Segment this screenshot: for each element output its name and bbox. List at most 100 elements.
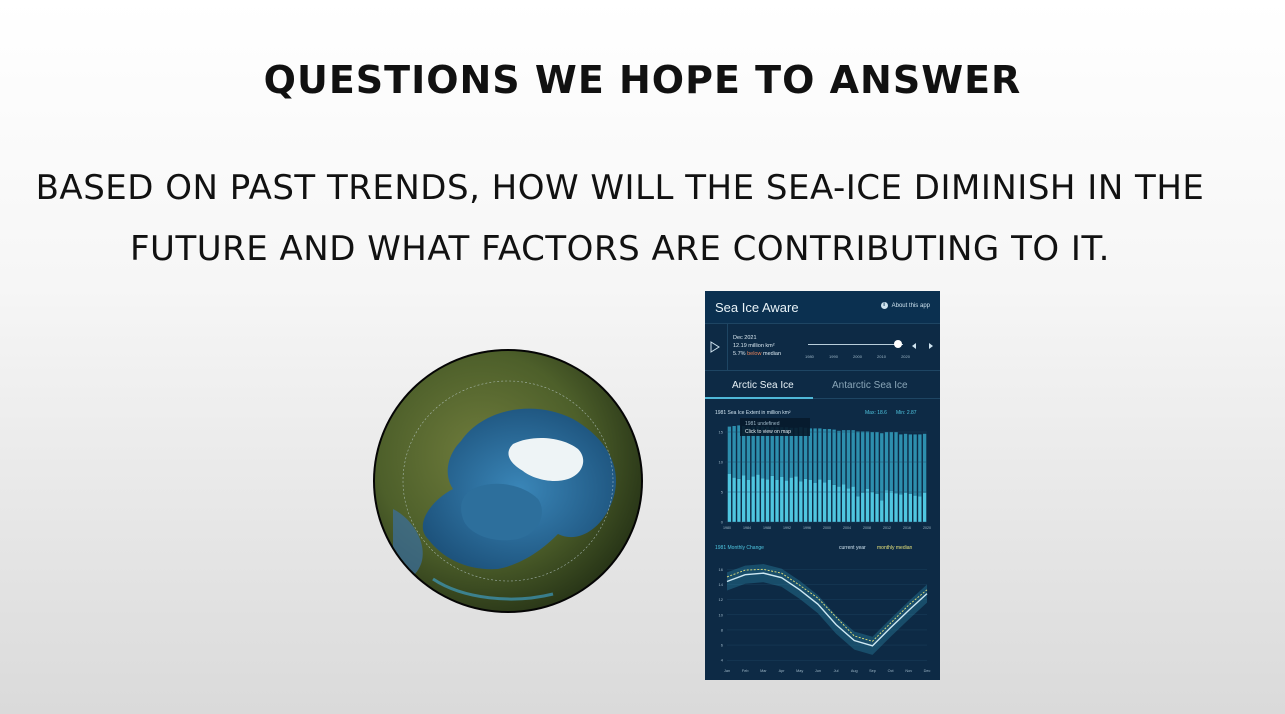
- date-readout: Dec 2021 12.19 million km² 5.7% below me…: [733, 334, 781, 358]
- monthly-y-tick: 6: [721, 643, 724, 648]
- monthly-x-tick: Oct: [888, 669, 895, 673]
- extent-bar-lower: [765, 479, 770, 522]
- extent-bar-lower: [880, 500, 884, 522]
- extent-bar-lower: [799, 481, 803, 522]
- previous-arrow-icon[interactable]: [912, 343, 916, 349]
- extent-bar-lower: [813, 483, 817, 522]
- monthly-x-tick: Nov: [905, 669, 912, 673]
- legend-current-year: current year: [839, 545, 866, 551]
- extent-x-tick: 1988: [763, 526, 771, 530]
- monthly-change-chart: 1981 Monthly Change current year monthly…: [715, 545, 931, 673]
- slide-question: BASED ON PAST TRENDS, HOW WILL THE SEA-I…: [0, 158, 1240, 280]
- extent-bar-upper: [832, 429, 836, 485]
- extent-bar-lower: [803, 478, 808, 522]
- extent-bar-upper: [922, 433, 927, 493]
- extent-bar-upper: [851, 430, 855, 487]
- readout-median: median: [762, 351, 782, 357]
- extent-bar-upper: [918, 434, 922, 497]
- app-header: Sea Ice Aware i About this app: [705, 291, 940, 323]
- year-slider[interactable]: [808, 344, 903, 345]
- extent-x-tick: 1996: [803, 526, 811, 530]
- monthly-median-line: [726, 568, 928, 642]
- extent-bar-lower: [808, 480, 812, 522]
- extent-bar-lower: [732, 477, 736, 522]
- bar-tooltip: [740, 418, 810, 436]
- monthly-y-tick: 16: [719, 567, 724, 572]
- extent-x-tick: 1984: [743, 526, 751, 530]
- tab-divider: [705, 398, 940, 399]
- extent-y-tick: 10: [719, 460, 724, 465]
- extent-bar-lower: [775, 480, 779, 522]
- sea-ice-aware-app: Sea Ice Aware i About this app Dec 2021 …: [705, 291, 940, 680]
- extent-chart-title: 1981 Sea Ice Extent in million km²: [715, 410, 791, 416]
- extent-bar-lower: [918, 496, 922, 522]
- extent-y-tick: 15: [719, 430, 724, 435]
- extent-bar-lower: [870, 492, 874, 522]
- extent-bar-lower: [899, 494, 903, 522]
- tab-arctic[interactable]: Arctic Sea Ice: [732, 380, 794, 391]
- extent-bar-lower: [818, 479, 822, 522]
- about-link[interactable]: i About this app: [880, 302, 930, 309]
- extent-bar-upper: [880, 433, 884, 501]
- tab-antarctic[interactable]: Antarctic Sea Ice: [832, 380, 908, 391]
- monthly-y-tick: 14: [719, 582, 724, 587]
- extent-bar-lower: [742, 475, 746, 522]
- extent-bar-upper: [903, 433, 908, 493]
- extent-bar-lower: [737, 478, 741, 522]
- play-icon[interactable]: [710, 341, 720, 353]
- extent-bar-upper: [761, 426, 765, 479]
- readout-below: below: [747, 351, 762, 357]
- extent-bar-upper: [865, 431, 870, 489]
- extent-bar-upper: [889, 432, 893, 491]
- tooltip-line-2: Click to view on map: [745, 429, 791, 435]
- readout-anomaly: 5.7% below median: [733, 350, 781, 358]
- next-arrow-icon[interactable]: [929, 343, 933, 349]
- monthly-x-tick: Apr: [779, 669, 786, 673]
- monthly-x-tick: Feb: [742, 669, 749, 673]
- extent-bar-upper: [884, 432, 889, 491]
- extent-bar-upper: [837, 430, 841, 487]
- extent-bar-upper: [899, 434, 903, 495]
- extent-bar-upper: [842, 430, 846, 485]
- extent-bar-upper: [808, 428, 812, 480]
- monthly-x-tick: Jun: [815, 669, 821, 673]
- monthly-y-tick: 4: [721, 658, 724, 663]
- legend-monthly-median: monthly median: [877, 545, 913, 551]
- extent-bar-lower: [908, 493, 912, 522]
- readout-date: Dec 2021: [733, 335, 757, 341]
- extent-x-tick: 2000: [823, 526, 831, 530]
- time-controls: Dec 2021 12.19 million km² 5.7% below me…: [705, 323, 940, 371]
- extent-bar-upper: [789, 427, 793, 478]
- about-label: About this app: [891, 302, 930, 309]
- extent-bar-lower: [903, 492, 908, 522]
- monthly-x-tick: Dec: [924, 669, 931, 673]
- extent-bar-upper: [799, 427, 803, 482]
- extent-bar-lower: [780, 477, 784, 522]
- tooltip-line-1: 1981 undefined: [745, 421, 780, 427]
- monthly-x-tick: Aug: [851, 669, 858, 673]
- active-tab-indicator: [705, 397, 813, 399]
- monthly-chart-title: 1981 Monthly Change: [715, 545, 764, 551]
- extent-bar-upper: [813, 428, 817, 483]
- extent-x-tick: 2004: [843, 526, 851, 530]
- extent-bar-upper: [751, 426, 755, 477]
- extent-bar-upper: [803, 427, 808, 479]
- arctic-globe-image: [373, 349, 643, 613]
- monthly-x-tick: Jan: [724, 669, 730, 673]
- extent-bar-lower: [789, 477, 793, 522]
- extent-bar-lower: [727, 474, 732, 522]
- extent-max: Max: 18.6: [865, 410, 887, 416]
- extent-bar-upper: [822, 429, 827, 483]
- extent-bar-upper: [756, 426, 760, 475]
- slide-title: QUESTIONS WE HOPE TO ANSWER: [263, 58, 1022, 102]
- extent-x-tick: 1980: [723, 526, 731, 530]
- year-slider-handle[interactable]: [894, 340, 902, 348]
- slider-year: 2000: [853, 354, 862, 359]
- extent-bar-upper: [846, 430, 851, 489]
- extent-bar-lower: [756, 474, 760, 522]
- monthly-x-tick: Mar: [760, 669, 767, 673]
- extent-bar-lower: [856, 496, 860, 522]
- extent-bar-upper: [913, 434, 917, 496]
- extent-bar-lower: [751, 476, 755, 522]
- extent-bar-lower: [865, 489, 870, 522]
